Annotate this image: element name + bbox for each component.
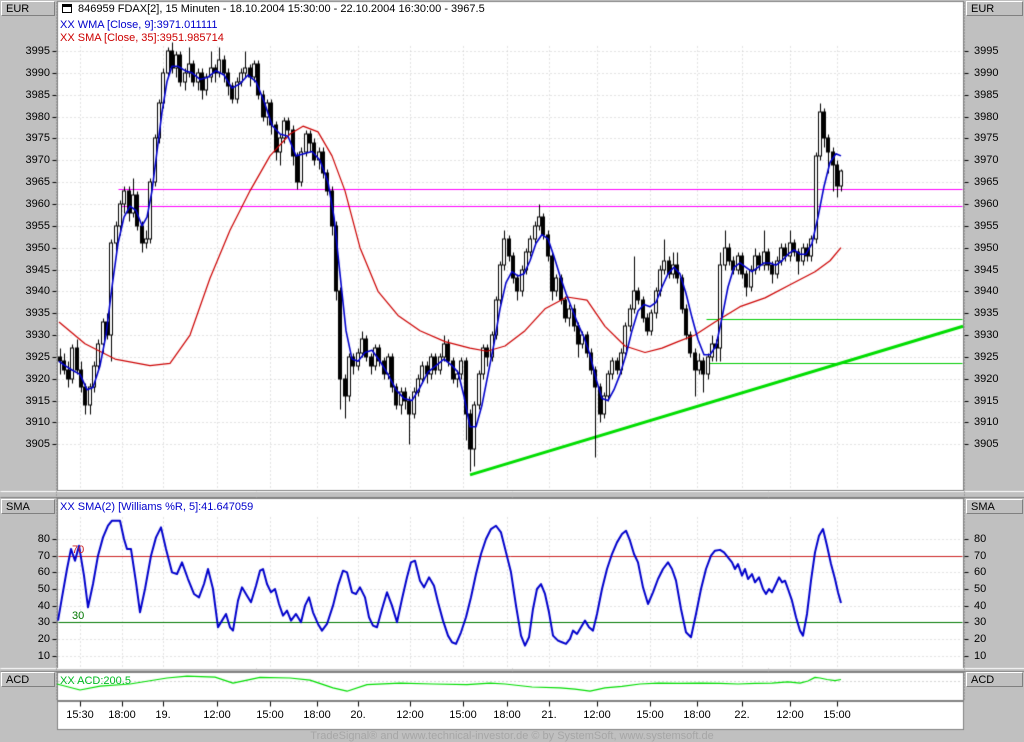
williams-r-plot-area[interactable] (57, 498, 963, 668)
axis-tick-label: 15:00 (636, 709, 664, 721)
axis-tick-label: 3960 (974, 197, 999, 210)
axis-tick-label: 3990 (974, 66, 999, 79)
axis-tick-label: 30 (974, 616, 987, 629)
axis-tick-label: 12:00 (396, 709, 424, 721)
axis-tick-label: 3935 (974, 307, 999, 320)
left-panel-box-acd[interactable]: ACD (1, 672, 55, 687)
axis-tick-label: 3915 (25, 394, 50, 407)
axis-tick-label: 3935 (25, 307, 50, 320)
axis-tick-label: 3975 (25, 132, 50, 145)
axis-tick-label: 3950 (974, 241, 999, 254)
axis-tick-label: 20 (37, 632, 50, 645)
axis-tick-label: 18:00 (303, 709, 331, 721)
right-panel-box-acd[interactable]: ACD (966, 672, 1023, 687)
main-price-plot-area[interactable] (57, 18, 963, 490)
axis-tick-label: 3910 (974, 416, 999, 429)
axis-tick-label: 40 (974, 599, 987, 612)
right-panel-box-sma[interactable]: SMA (966, 499, 1023, 514)
axis-tick-label: 22. (734, 709, 750, 721)
axis-tick-label: 3985 (974, 88, 999, 101)
axis-tick-label: 80 (37, 533, 50, 546)
legend-sma[interactable]: XX SMA [Close, 35]:3951.985714 (60, 32, 224, 44)
axis-tick-label: 10 (37, 649, 50, 662)
axis-tick-label: 3925 (25, 350, 50, 363)
axis-tick-label: 3980 (974, 110, 999, 123)
axis-tick-label: 20. (350, 709, 366, 721)
axis-tick-label: 3910 (25, 416, 50, 429)
axis-tick-label: 50 (37, 583, 50, 595)
axis-tick-label: 3975 (974, 132, 999, 145)
axis-tick-label: 60 (37, 566, 50, 579)
axis-tick-label: 19. (155, 709, 171, 721)
axis-tick-label: 40 (37, 599, 50, 612)
axis-tick-label: 3955 (974, 219, 999, 232)
axis-tick-label: 70 (37, 549, 50, 562)
axis-tick-label: 3920 (974, 372, 999, 385)
axis-tick-label: 18:00 (683, 709, 711, 721)
axis-tick-label: 3970 (974, 154, 999, 167)
axis-tick-label: 3965 (25, 176, 50, 189)
axis-tick-label: 10 (974, 649, 987, 662)
axis-tick-label: 3995 (25, 45, 50, 57)
axis-tick-label: 3950 (25, 241, 50, 254)
axis-tick-label: 21. (541, 709, 557, 721)
axis-tick-label: 3915 (974, 394, 999, 407)
overbought-band-label: 70 (72, 544, 85, 556)
axis-tick-label: 15:00 (256, 709, 284, 721)
axis-tick-label: 18:00 (108, 709, 136, 721)
left-axis-unit-box-eur[interactable]: EUR (1, 1, 55, 16)
axis-tick-label: 15:00 (823, 709, 851, 721)
left-panel-box-sma[interactable]: SMA (1, 499, 55, 514)
legend-acd[interactable]: XX ACD:200.5 (60, 675, 131, 687)
axis-tick-label: 70 (974, 549, 987, 562)
chart-title: 846959 FDAX[2], 15 Minuten - 18.10.2004 … (78, 3, 485, 15)
axis-tick-label: 3930 (25, 329, 50, 342)
watermark-text: TradeSignal® and www.technical-investor.… (310, 730, 714, 742)
legend-williams-r[interactable]: XX SMA(2) [Williams %R, 5]:41.647059 (60, 501, 254, 513)
axis-tick-label: 80 (974, 533, 987, 546)
axis-tick-label: 3945 (974, 263, 999, 276)
axis-tick-label: 30 (37, 616, 50, 629)
axis-tick-label: 60 (974, 566, 987, 579)
axis-tick-label: 3945 (25, 263, 50, 276)
axis-tick-label: 50 (974, 583, 987, 595)
axis-tick-label: 3940 (974, 285, 999, 298)
axis-tick-label: 3995 (974, 45, 999, 57)
axis-tick-label: 3905 (974, 438, 999, 451)
axis-tick-label: 3985 (25, 88, 50, 101)
axis-tick-label: 3980 (25, 110, 50, 123)
axis-tick-label: 3905 (25, 438, 50, 451)
axis-tick-label: 3965 (974, 176, 999, 189)
acd-plot-area[interactable] (57, 672, 963, 700)
axis-tick-label: 12:00 (583, 709, 611, 721)
axis-tick-label: 12:00 (776, 709, 804, 721)
axis-tick-label: 3990 (25, 66, 50, 79)
chart-window-icon (62, 4, 72, 13)
axis-tick-label: 3925 (974, 350, 999, 363)
axis-tick-label: 3930 (974, 329, 999, 342)
axis-tick-label: 15:30 (66, 709, 94, 721)
axis-tick-label: 20 (974, 632, 987, 645)
right-axis-unit-box-eur[interactable]: EUR (966, 1, 1023, 16)
axis-tick-label: 3920 (25, 372, 50, 385)
axis-tick-label: 12:00 (203, 709, 231, 721)
oversold-band-label: 30 (72, 610, 85, 622)
axis-tick-label: 3955 (25, 219, 50, 232)
axis-tick-label: 3970 (25, 154, 50, 167)
axis-tick-label: 18:00 (493, 709, 521, 721)
axis-tick-label: 3960 (25, 197, 50, 210)
axis-tick-label: 15:00 (449, 709, 477, 721)
axis-tick-label: 3940 (25, 285, 50, 298)
legend-wma[interactable]: XX WMA [Close, 9]:3971.011111 (60, 19, 218, 31)
